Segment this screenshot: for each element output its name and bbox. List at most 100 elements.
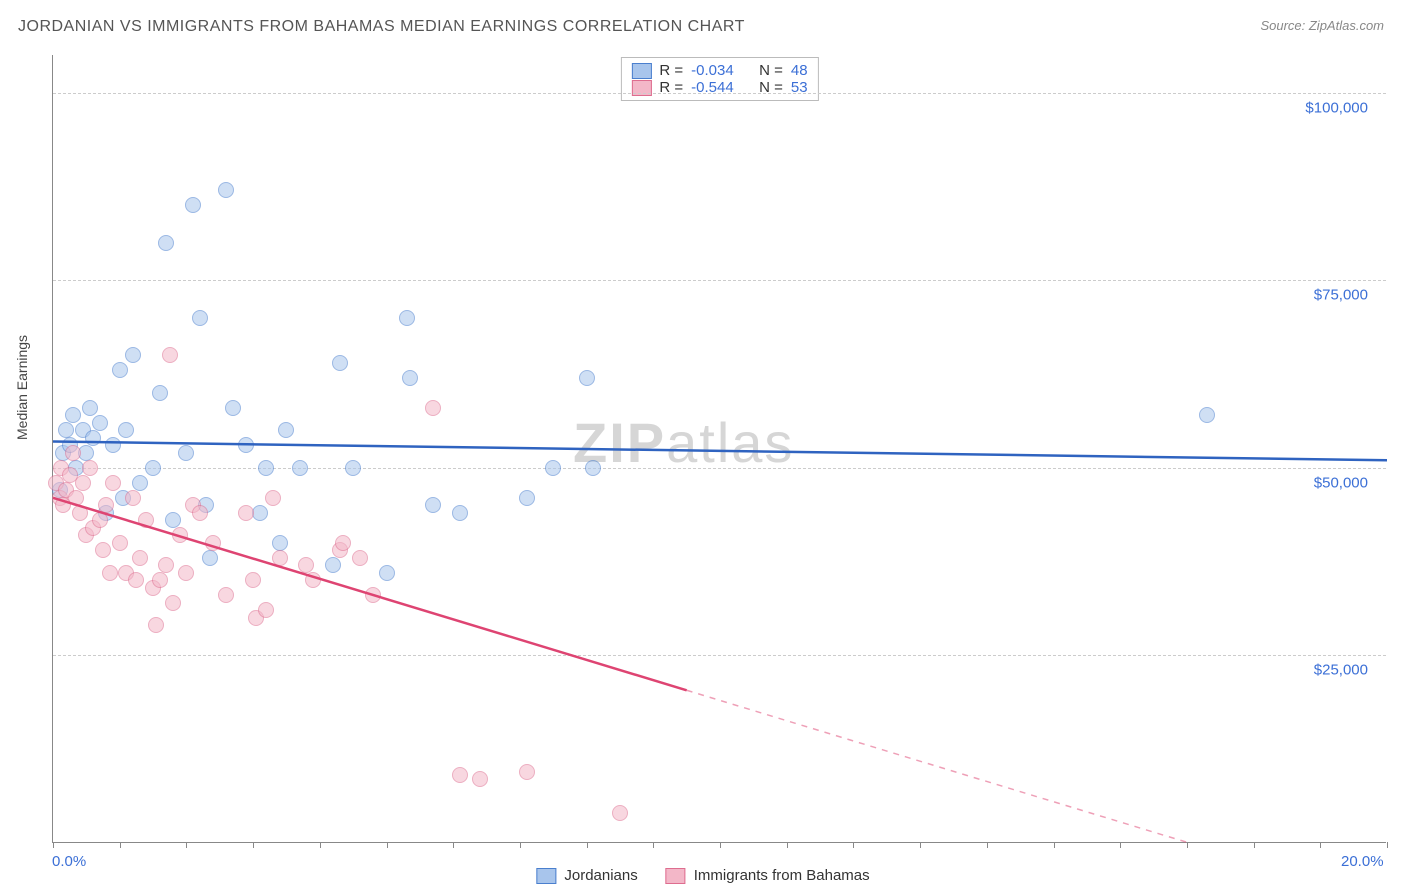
- x-tick: [53, 842, 54, 848]
- data-point: [145, 460, 161, 476]
- data-point: [82, 460, 98, 476]
- data-point: [178, 565, 194, 581]
- data-point: [402, 370, 418, 386]
- data-point: [238, 437, 254, 453]
- data-point: [258, 460, 274, 476]
- x-tick: [1054, 842, 1055, 848]
- data-point: [102, 565, 118, 581]
- x-tick: [186, 842, 187, 848]
- legend-swatch: [536, 868, 556, 884]
- data-point: [65, 407, 81, 423]
- data-point: [519, 490, 535, 506]
- data-point: [265, 490, 281, 506]
- data-point: [125, 490, 141, 506]
- data-point: [365, 587, 381, 603]
- x-tick: [720, 842, 721, 848]
- source-attribution: Source: ZipAtlas.com: [1260, 18, 1384, 33]
- y-axis-label: Median Earnings: [14, 335, 30, 440]
- data-point: [185, 197, 201, 213]
- data-point: [585, 460, 601, 476]
- legend-item: Jordanians: [536, 867, 637, 884]
- data-point: [158, 557, 174, 573]
- data-point: [128, 572, 144, 588]
- data-point: [225, 400, 241, 416]
- data-point: [218, 587, 234, 603]
- data-point: [202, 550, 218, 566]
- x-tick: [320, 842, 321, 848]
- data-point: [425, 497, 441, 513]
- data-point: [162, 347, 178, 363]
- gridline: [53, 93, 1386, 94]
- data-point: [399, 310, 415, 326]
- x-tick: [920, 842, 921, 848]
- data-point: [192, 310, 208, 326]
- data-point: [82, 400, 98, 416]
- data-point: [152, 572, 168, 588]
- data-point: [118, 422, 134, 438]
- gridline: [53, 468, 1386, 469]
- data-point: [172, 527, 188, 543]
- correlation-legend: R =-0.034N =48R =-0.544N =53: [620, 57, 818, 101]
- gridline: [53, 655, 1386, 656]
- x-tick: [853, 842, 854, 848]
- data-point: [425, 400, 441, 416]
- data-point: [612, 805, 628, 821]
- data-point: [272, 550, 288, 566]
- data-point: [105, 475, 121, 491]
- data-point: [325, 557, 341, 573]
- series-legend: Jordanians Immigrants from Bahamas: [536, 867, 869, 884]
- x-tick: [520, 842, 521, 848]
- legend-row: R =-0.034N =48: [631, 62, 807, 79]
- data-point: [579, 370, 595, 386]
- data-point: [92, 415, 108, 431]
- legend-item: Immigrants from Bahamas: [666, 867, 870, 884]
- data-point: [95, 542, 111, 558]
- x-tick-label: 20.0%: [1341, 853, 1384, 870]
- data-point: [335, 535, 351, 551]
- data-point: [138, 512, 154, 528]
- gridline: [53, 280, 1386, 281]
- x-tick: [1387, 842, 1388, 848]
- data-point: [132, 475, 148, 491]
- data-point: [125, 347, 141, 363]
- legend-label: Immigrants from Bahamas: [694, 867, 870, 884]
- x-tick: [253, 842, 254, 848]
- data-point: [112, 535, 128, 551]
- x-tick: [653, 842, 654, 848]
- data-point: [292, 460, 308, 476]
- data-point: [192, 505, 208, 521]
- data-point: [452, 505, 468, 521]
- data-point: [238, 505, 254, 521]
- x-tick: [1120, 842, 1121, 848]
- x-tick: [1320, 842, 1321, 848]
- data-point: [452, 767, 468, 783]
- legend-swatch: [666, 868, 686, 884]
- x-tick: [987, 842, 988, 848]
- data-point: [158, 235, 174, 251]
- legend-swatch: [631, 63, 651, 79]
- data-point: [178, 445, 194, 461]
- r-value: -0.034: [691, 62, 743, 79]
- x-tick: [387, 842, 388, 848]
- watermark-light: atlas: [666, 411, 794, 474]
- data-point: [245, 572, 261, 588]
- data-point: [345, 460, 361, 476]
- data-point: [72, 505, 88, 521]
- data-point: [152, 385, 168, 401]
- data-point: [85, 430, 101, 446]
- y-tick-label: $50,000: [1314, 474, 1368, 491]
- data-point: [305, 572, 321, 588]
- data-point: [75, 475, 91, 491]
- data-point: [272, 535, 288, 551]
- data-point: [112, 362, 128, 378]
- data-point: [105, 437, 121, 453]
- data-point: [165, 512, 181, 528]
- data-point: [1199, 407, 1215, 423]
- x-tick: [453, 842, 454, 848]
- y-tick-label: $25,000: [1314, 662, 1368, 679]
- n-label: N =: [759, 62, 783, 79]
- data-point: [148, 617, 164, 633]
- n-value: 48: [791, 62, 808, 79]
- y-tick-label: $75,000: [1314, 287, 1368, 304]
- x-tick-label: 0.0%: [52, 853, 86, 870]
